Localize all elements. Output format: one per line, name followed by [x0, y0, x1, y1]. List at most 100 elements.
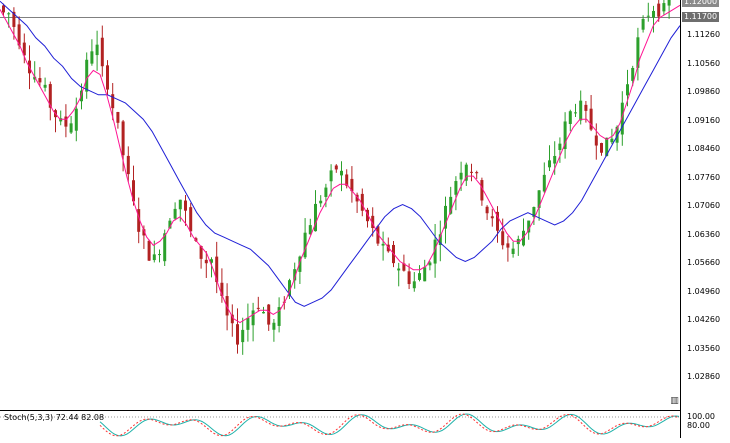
- candle-body: [506, 243, 510, 248]
- candle-body: [210, 259, 213, 263]
- candle-body: [548, 160, 551, 168]
- candle-body: [345, 174, 349, 186]
- candle-body: [600, 143, 603, 153]
- candle-body: [657, 3, 661, 17]
- stochastic-label: Stoch(5,3,3) 72.44 82.08: [4, 413, 105, 422]
- candle-body: [106, 65, 109, 90]
- candle-body: [381, 243, 385, 246]
- candle-body: [17, 24, 21, 46]
- candle-body: [137, 209, 141, 232]
- candle-body: [246, 317, 250, 330]
- candle-body: [85, 59, 89, 92]
- candle-body: [418, 273, 421, 280]
- candle-body: [371, 215, 375, 229]
- candle-body: [132, 180, 135, 202]
- candle-body: [126, 155, 130, 175]
- candle-body: [641, 18, 645, 30]
- candle-body: [407, 271, 411, 285]
- candle-body: [558, 143, 562, 151]
- candle-body: [475, 172, 479, 174]
- candle-body: [121, 121, 125, 156]
- candle-body: [59, 118, 63, 122]
- candle-body: [241, 329, 245, 343]
- candle-body: [38, 78, 42, 83]
- moving-average-slow-line: [0, 0, 681, 307]
- candle-body: [204, 259, 208, 264]
- candle-body: [2, 5, 5, 13]
- candle-body: [366, 209, 369, 222]
- price-chart-pane[interactable]: [0, 0, 681, 410]
- candle-body: [610, 138, 614, 143]
- candle-body: [574, 112, 577, 114]
- candle-body: [147, 240, 151, 261]
- stochastic-tick-label: 100.00: [687, 412, 715, 421]
- price-tick-label: 1.05660: [687, 258, 721, 268]
- candle-body: [605, 137, 609, 157]
- candle-body: [584, 104, 588, 111]
- candle-body: [464, 164, 468, 181]
- price-tick-label: 1.03560: [687, 343, 721, 353]
- candle-body: [74, 108, 78, 131]
- chart-scroll-icon[interactable]: ▥: [670, 396, 679, 406]
- candle-body: [303, 232, 307, 258]
- candle-body: [667, 0, 671, 6]
- price-tick-label: 1.07760: [687, 172, 721, 182]
- candle-body: [236, 324, 239, 345]
- candle-body: [178, 199, 182, 210]
- candle-body: [412, 281, 416, 289]
- candle-body: [459, 172, 463, 180]
- candle-body: [293, 269, 297, 281]
- candle-body: [184, 200, 187, 211]
- candle-body: [496, 211, 499, 231]
- candle-body: [272, 322, 276, 330]
- candle-body: [33, 76, 37, 80]
- candle-body: [449, 196, 453, 214]
- candle-body: [620, 102, 624, 135]
- stochastic-tick-label: 80.00: [687, 421, 710, 430]
- candle-body: [553, 155, 557, 164]
- candle-body: [251, 310, 255, 326]
- candle-body: [173, 208, 177, 219]
- candle-body: [225, 296, 229, 316]
- price-tick-label: 1.11260: [687, 30, 721, 40]
- candle-body: [428, 262, 432, 266]
- price-tick-label: 1.04260: [687, 315, 721, 325]
- candle-body: [43, 84, 47, 88]
- candle-body: [568, 111, 572, 124]
- candle-body: [397, 268, 401, 271]
- stochastic-canvas: [0, 413, 680, 437]
- price-chart-canvas[interactable]: [0, 0, 681, 410]
- candle-body: [537, 190, 541, 208]
- candle-body: [158, 254, 161, 256]
- price-axis: 1.11260 1.10560 1.09860 1.09160 1.08460 1.077…: [680, 0, 730, 438]
- candle-body: [189, 207, 193, 232]
- stochastic-indicator-pane[interactable]: Stoch(5,3,3) 72.44 82.08: [0, 410, 680, 438]
- candle-body: [314, 203, 317, 232]
- candle-body: [350, 178, 354, 192]
- price-tick-label: 1.08460: [687, 144, 721, 154]
- candle-body: [100, 37, 104, 67]
- candle-body: [542, 174, 546, 192]
- candle-body: [579, 100, 583, 121]
- candle-body: [652, 10, 655, 18]
- stochastic-main-line: [99, 413, 680, 437]
- candle-body: [626, 84, 629, 96]
- candle-body: [288, 280, 291, 297]
- candle-body: [142, 229, 146, 236]
- candle-body: [334, 165, 338, 170]
- candle-body: [308, 225, 312, 235]
- candle-body: [355, 194, 359, 202]
- candle-body: [501, 231, 505, 246]
- candle-body: [511, 248, 515, 254]
- price-tick-label: 1.09160: [687, 115, 721, 125]
- candle-body: [423, 267, 427, 282]
- current-price-label: 1.11700: [682, 12, 720, 23]
- price-tick-label: 1.09860: [687, 87, 721, 97]
- candle-body: [64, 116, 68, 127]
- candle-body: [527, 220, 531, 233]
- candle-body: [646, 15, 650, 17]
- candle-body: [69, 123, 73, 133]
- candle-body: [80, 90, 83, 102]
- candle-body: [470, 171, 473, 173]
- candle-body: [163, 233, 167, 262]
